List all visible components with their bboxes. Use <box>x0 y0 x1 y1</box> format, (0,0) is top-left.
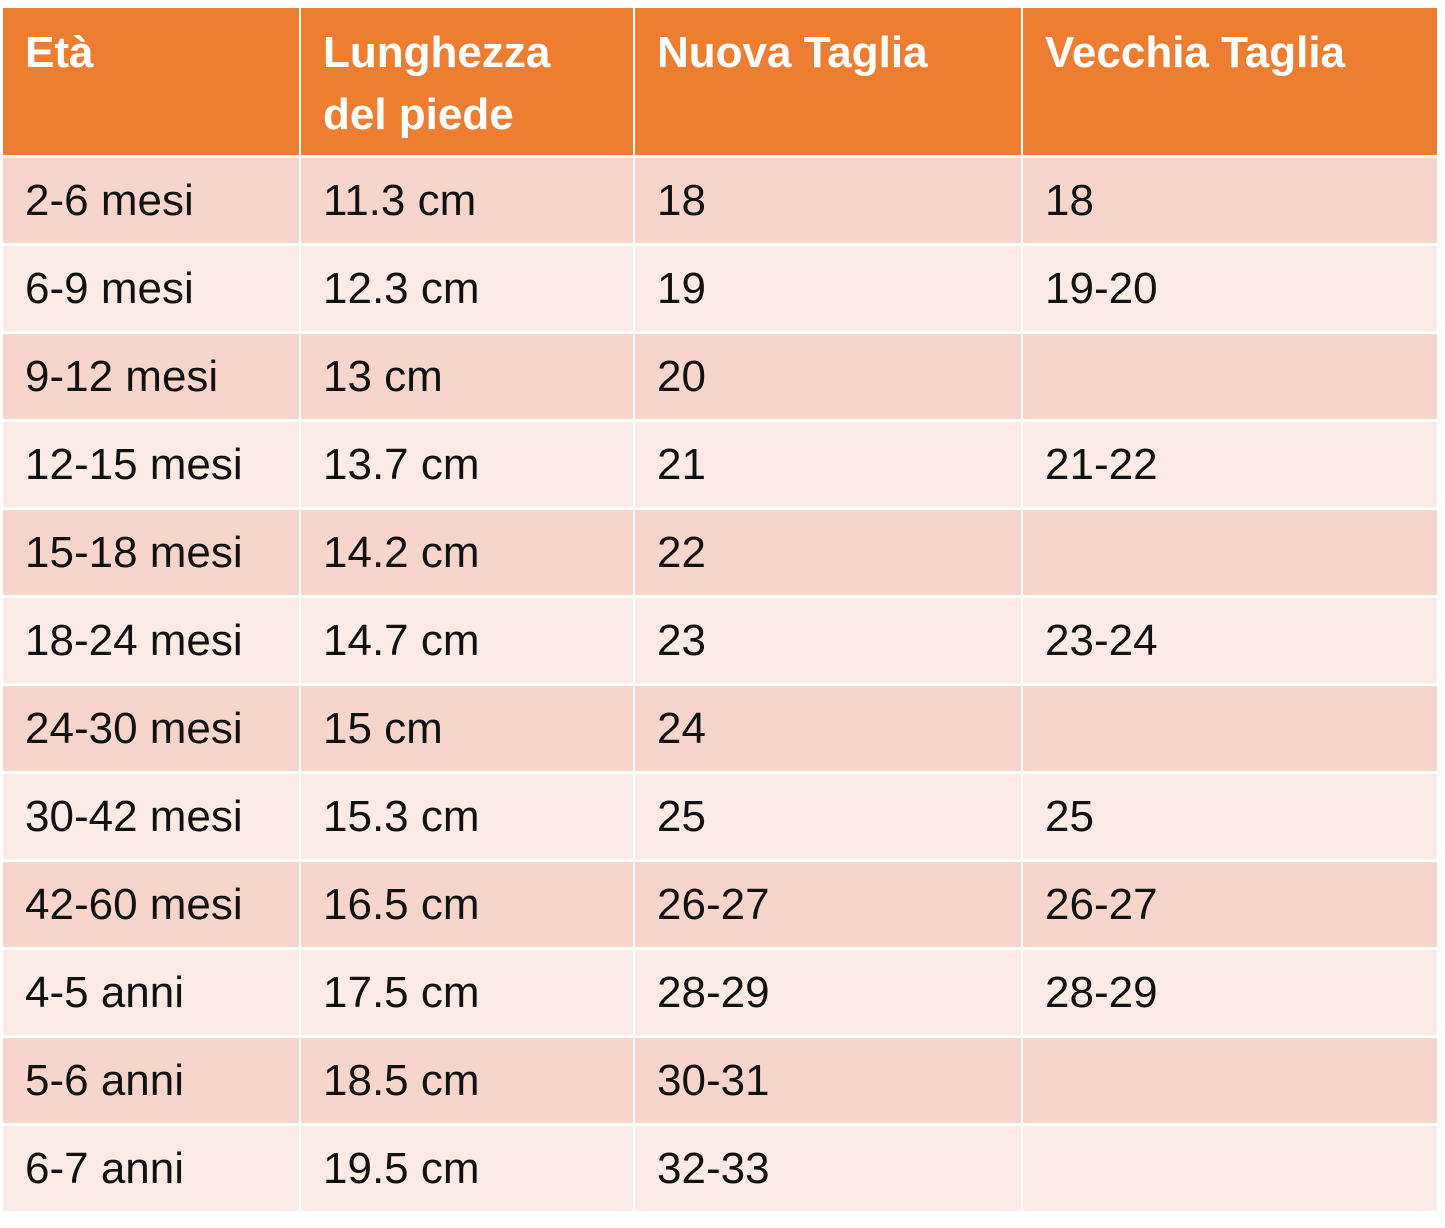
table-cell: 32-33 <box>635 1126 1021 1211</box>
table-cell <box>1023 510 1437 595</box>
header-cell: Nuova Taglia <box>635 8 1021 155</box>
table-cell: 30-42 mesi <box>3 774 299 859</box>
table-cell: 13.7 cm <box>301 422 633 507</box>
table-cell: 21-22 <box>1023 422 1437 507</box>
table-cell: 16.5 cm <box>301 862 633 947</box>
table-cell <box>1023 1126 1437 1211</box>
table-cell: 20 <box>635 334 1021 419</box>
table-cell: 18.5 cm <box>301 1038 633 1123</box>
table-cell <box>1023 334 1437 419</box>
table-cell: 28-29 <box>1023 950 1437 1035</box>
table-cell: 42-60 mesi <box>3 862 299 947</box>
table-cell: 18 <box>635 158 1021 243</box>
table-cell: 4-5 anni <box>3 950 299 1035</box>
table-cell: 12.3 cm <box>301 246 633 331</box>
header-cell: Vecchia Taglia <box>1023 8 1437 155</box>
table-cell: 23 <box>635 598 1021 683</box>
table-cell: 19-20 <box>1023 246 1437 331</box>
table-cell <box>1023 686 1437 771</box>
header-cell: Lunghezza del piede <box>301 8 633 155</box>
table-cell: 25 <box>635 774 1021 859</box>
table-cell: 2-6 mesi <box>3 158 299 243</box>
table-cell: 23-24 <box>1023 598 1437 683</box>
table-cell: 22 <box>635 510 1021 595</box>
table-cell: 26-27 <box>635 862 1021 947</box>
table-cell: 18-24 mesi <box>3 598 299 683</box>
table-cell: 14.2 cm <box>301 510 633 595</box>
table-cell: 18 <box>1023 158 1437 243</box>
table-cell: 30-31 <box>635 1038 1021 1123</box>
table-cell: 25 <box>1023 774 1437 859</box>
table-cell <box>1023 1038 1437 1123</box>
table-cell: 17.5 cm <box>301 950 633 1035</box>
table-cell: 28-29 <box>635 950 1021 1035</box>
table-cell: 24 <box>635 686 1021 771</box>
header-cell: Età <box>3 8 299 155</box>
table-cell: 15-18 mesi <box>3 510 299 595</box>
table-cell: 6-7 anni <box>3 1126 299 1211</box>
table-cell: 14.7 cm <box>301 598 633 683</box>
table-cell: 21 <box>635 422 1021 507</box>
table-cell: 9-12 mesi <box>3 334 299 419</box>
table-cell: 19.5 cm <box>301 1126 633 1211</box>
table-cell: 11.3 cm <box>301 158 633 243</box>
table-cell: 15.3 cm <box>301 774 633 859</box>
table-cell: 24-30 mesi <box>3 686 299 771</box>
size-table: Età Lunghezza del piede Nuova Taglia Vecchi… <box>3 8 1437 1211</box>
table-cell: 5-6 anni <box>3 1038 299 1123</box>
table-cell: 12-15 mesi <box>3 422 299 507</box>
table-cell: 26-27 <box>1023 862 1437 947</box>
table-cell: 19 <box>635 246 1021 331</box>
table-cell: 6-9 mesi <box>3 246 299 331</box>
table-cell: 15 cm <box>301 686 633 771</box>
table-cell: 13 cm <box>301 334 633 419</box>
